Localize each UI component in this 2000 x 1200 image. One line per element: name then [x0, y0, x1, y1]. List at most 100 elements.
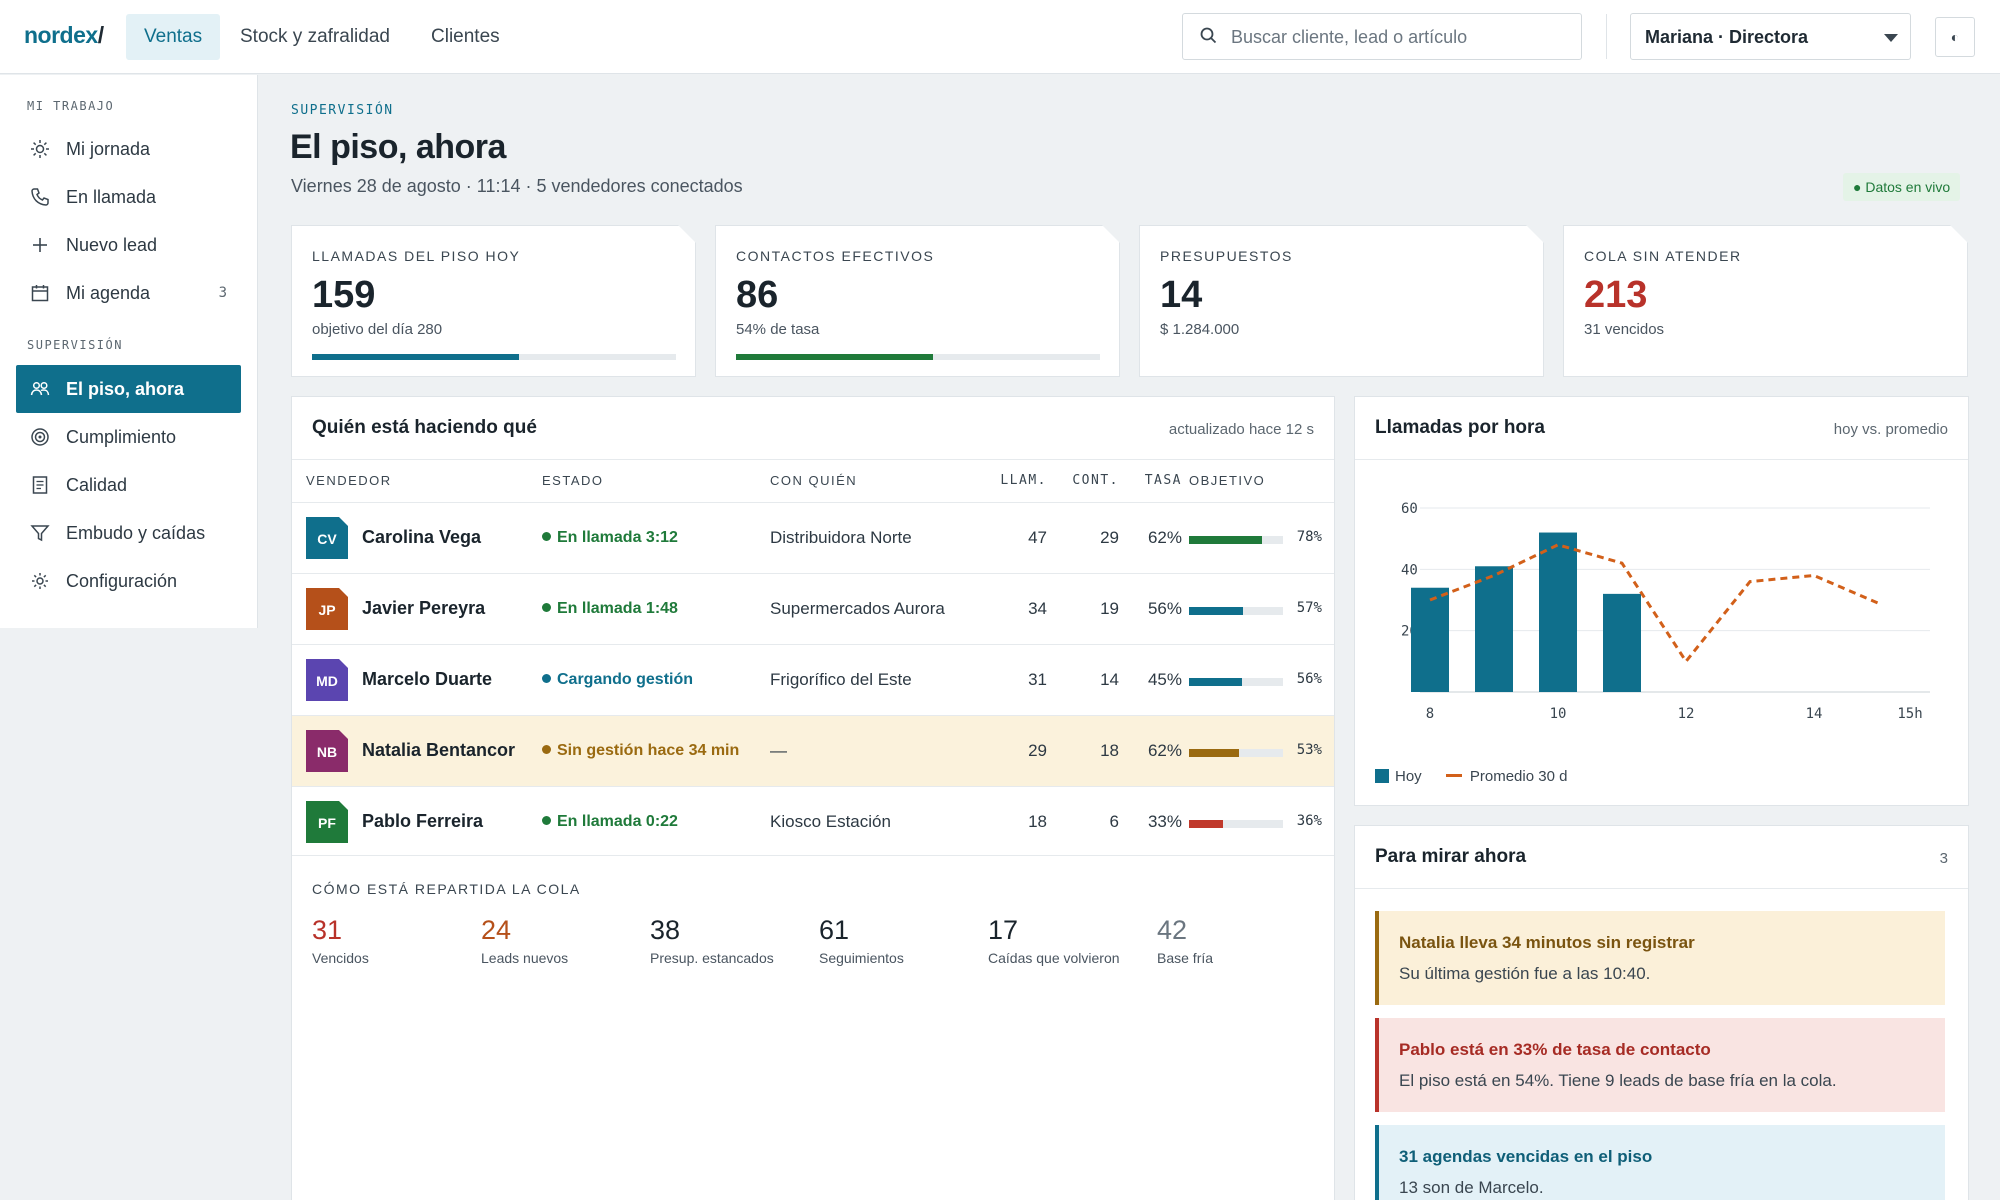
- table-row[interactable]: NB Natalia Bentancor Sin gestión hace 34 m…: [292, 715, 1334, 786]
- cola-stat-value: 61: [819, 915, 850, 945]
- sidebar-item-label: Mi agenda: [66, 283, 151, 303]
- cola-stat: 61 Seguimientos: [819, 915, 904, 966]
- objective-progress-bar: [1189, 749, 1283, 757]
- objective-progress-fill: [1189, 607, 1243, 615]
- cell-llam: 47: [1028, 528, 1047, 547]
- sidebar-item-mi-jornada[interactable]: Mi jornada: [16, 125, 241, 173]
- card-corner: [1102, 225, 1120, 243]
- contact-name: Frigorífico del Este: [770, 670, 912, 689]
- status-text: En llamada 1:48: [557, 600, 678, 617]
- column-header-estado: ESTADO: [542, 473, 604, 488]
- bar-hoy: [1411, 587, 1449, 692]
- panel-title: Llamadas por hora: [1375, 417, 1545, 438]
- objective-percent: 53%: [1296, 742, 1322, 758]
- cell-llam: 34: [1028, 599, 1047, 618]
- cola-stat: 38 Presup. estancados: [650, 915, 774, 966]
- kpi-sub: $ 1.284.000: [1160, 321, 1240, 338]
- cell-tasa: 45%: [1147, 670, 1182, 689]
- contact-name: Distribuidora Norte: [770, 528, 912, 547]
- alert-title: 31 agendas vencidas en el piso: [1399, 1147, 1653, 1166]
- kpi-value: 213: [1584, 274, 1648, 316]
- sidebar-item-label: Configuración: [66, 571, 178, 591]
- cola-stat-label: Seguimientos: [819, 950, 904, 966]
- sidebar-item-label: En llamada: [66, 187, 157, 207]
- filter-icon: [30, 525, 50, 542]
- table-row[interactable]: PF Pablo Ferreira En llamada 0:22 Kiosco Es…: [292, 786, 1334, 857]
- sun-icon: [31, 140, 49, 158]
- kpi-value: 86: [736, 274, 779, 316]
- gear-icon: [32, 573, 48, 589]
- sidebar-item-embudo[interactable]: Embudo y caídas: [16, 509, 241, 557]
- x-tick-label: 8: [1426, 706, 1434, 722]
- contact-name: Supermercados Aurora: [770, 599, 945, 618]
- theme-toggle-button[interactable]: ◐: [1935, 17, 1975, 57]
- cell-cont: 19: [1100, 599, 1119, 618]
- live-data-badge: ● Datos en vivo: [1843, 173, 1961, 201]
- tab-clientes[interactable]: Clientes: [431, 26, 500, 47]
- objective-progress-bar: [1189, 536, 1283, 544]
- status-text: En llamada 3:12: [557, 529, 678, 546]
- plus-icon: [33, 238, 47, 252]
- vendedor-name: Carolina Vega: [362, 527, 482, 547]
- table-row[interactable]: JP Javier Pereyra En llamada 1:48 Supermerc…: [292, 573, 1334, 644]
- alert-body: El piso está en 54%. Tiene 9 leads de ba…: [1399, 1071, 1837, 1090]
- sidebar-item-mi-agenda[interactable]: Mi agenda 3: [16, 269, 241, 317]
- panel-title: Quién está haciendo qué: [312, 417, 537, 438]
- sidebar-item-calidad[interactable]: Calidad: [16, 461, 241, 509]
- x-tick-label: 14: [1806, 706, 1823, 722]
- search-input[interactable]: Buscar cliente, lead o artículo: [1182, 13, 1582, 60]
- card-corner: [678, 225, 696, 243]
- line-promedio: [1429, 543, 1879, 664]
- status-dot-icon: [542, 603, 551, 612]
- tab-ventas[interactable]: Ventas: [126, 14, 221, 60]
- column-header-llam: LLAM.: [1000, 473, 1047, 488]
- sidebar-item-nuevo-lead[interactable]: Nuevo lead: [16, 221, 241, 269]
- updated-timestamp: actualizado hace 12 s: [1168, 421, 1314, 438]
- sidebar-item-en-llamada[interactable]: En llamada: [16, 173, 241, 221]
- cola-stat-label: Base fría: [1157, 950, 1214, 966]
- chart-subtitle: hoy vs. promedio: [1833, 421, 1948, 438]
- x-tick-label: 12: [1678, 706, 1695, 722]
- objective-progress-fill: [1189, 678, 1242, 686]
- objective-percent: 78%: [1296, 529, 1322, 545]
- kpi-card-presupuestos: PRESUPUESTOS 14 $ 1.284.000: [1139, 225, 1544, 377]
- sidebar-item-configuracion[interactable]: Configuración: [16, 557, 241, 605]
- app-logo[interactable]: nordex/: [24, 22, 104, 48]
- status-dot-icon: [542, 816, 551, 825]
- divider: [292, 855, 1334, 856]
- alert-card[interactable]: Natalia lleva 34 minutos sin registrar Su…: [1375, 911, 1945, 1005]
- sidebar-item-cumplimiento[interactable]: Cumplimiento: [16, 413, 241, 461]
- alert-title: Pablo está en 33% de tasa de contacto: [1399, 1040, 1711, 1059]
- kpi-progress-fill: [312, 354, 520, 360]
- cell-cont: 14: [1100, 670, 1119, 689]
- alert-card[interactable]: 31 agendas vencidas en el piso 13 son de …: [1375, 1125, 1945, 1200]
- vendedor-name: Javier Pereyra: [362, 598, 486, 618]
- tab-stock[interactable]: Stock y zafralidad: [240, 26, 390, 47]
- legend-label-promedio: Promedio 30 d: [1469, 768, 1568, 785]
- status-dot-icon: [542, 745, 551, 754]
- sidebar-item-el-piso[interactable]: El piso, ahora: [16, 365, 241, 413]
- column-header-objetivo: OBJETIVO: [1189, 473, 1266, 488]
- cola-stat-value: 38: [650, 915, 681, 945]
- table-row[interactable]: CV Carolina Vega En llamada 3:12 Distribuid…: [292, 502, 1334, 573]
- bar-hoy: [1475, 566, 1513, 692]
- cell-llam: 29: [1028, 741, 1047, 760]
- contact-name: —: [770, 741, 787, 760]
- objective-progress-fill: [1189, 820, 1223, 828]
- legend-label-hoy: Hoy: [1395, 768, 1422, 785]
- objective-progress-bar: [1189, 678, 1283, 686]
- divider: [1355, 459, 1968, 460]
- divider: [292, 459, 1334, 460]
- objective-percent: 36%: [1296, 813, 1322, 829]
- panel-title: Para mirar ahora: [1375, 846, 1527, 867]
- contrast-icon: ◐: [1950, 29, 1960, 45]
- cola-stat-value: 31: [312, 915, 343, 945]
- x-tick-label: 15h: [1897, 706, 1922, 722]
- user-select[interactable]: Mariana · Directora: [1630, 13, 1911, 60]
- table-row[interactable]: MD Marcelo Duarte Cargando gestión Frigoríf…: [292, 644, 1334, 715]
- alert-card[interactable]: Pablo está en 33% de tasa de contacto El …: [1375, 1018, 1945, 1112]
- cola-stat: 31 Vencidos: [312, 915, 369, 966]
- cell-cont: 29: [1100, 528, 1119, 547]
- cola-stat: 24 Leads nuevos: [481, 915, 568, 966]
- kpi-sub: objetivo del día 280: [312, 321, 443, 338]
